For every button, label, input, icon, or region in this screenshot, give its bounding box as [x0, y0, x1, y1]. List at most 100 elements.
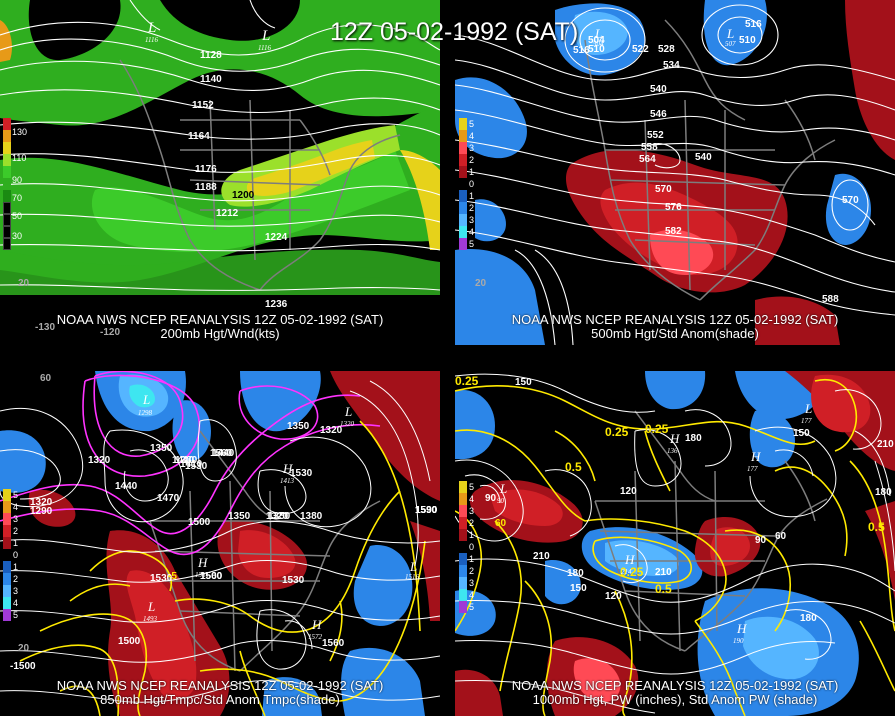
contour-label: 1128: [200, 50, 222, 61]
caption-field: 500mb Hgt/Std Anom(shade): [591, 326, 759, 341]
contour-label: 1470: [157, 493, 180, 504]
edge-label: 20: [18, 643, 30, 654]
contour-label: 510: [739, 35, 756, 46]
contour-label: 1380: [175, 455, 198, 466]
legend-value: 3: [13, 514, 19, 524]
height-contours-1000mb: [455, 373, 895, 714]
contour-label: 582: [665, 226, 682, 237]
contour-label: 1590: [415, 505, 438, 516]
contour-label: 1590: [415, 505, 438, 516]
contour-label: 1560: [210, 448, 233, 459]
legend-value: 110: [12, 153, 27, 163]
contour-label: 1350: [268, 511, 291, 522]
contour-label: 570: [655, 184, 672, 195]
high-center: H: [624, 552, 635, 567]
map-1000mb: 0.25 150 0.25 0.25 180 0.5 120 90 60 210…: [455, 371, 895, 716]
contour-label: 1236: [265, 299, 288, 310]
caption-source: NOAA NWS NCEP REANALYSIS 12Z 05-02-1992 …: [56, 678, 384, 693]
low-center: L: [344, 404, 352, 419]
pw-label: 0.5: [655, 582, 672, 596]
legend-value: 30: [12, 231, 23, 241]
high-value: 177: [747, 465, 758, 473]
legend-value: 4: [13, 598, 19, 608]
contour-label: 1350: [287, 421, 310, 432]
contour-label: 1590: [415, 505, 438, 516]
panel-200mb: 1128 1140 1152 1164 1176 1188 1200 1212 …: [0, 0, 440, 345]
contour-label: 1320: [266, 511, 289, 522]
contour-label: 1290: [30, 506, 53, 517]
legend-value: 4: [469, 494, 475, 504]
legend-1000mb: [459, 481, 467, 613]
contour-label: 210: [533, 551, 550, 562]
contour-label: 1188: [195, 182, 217, 193]
contour-label: 522: [632, 44, 649, 55]
contour-label: 210: [877, 439, 894, 450]
caption-source: NOAA NWS NCEP REANALYSIS 12Z 05-02-1992 …: [511, 312, 839, 327]
contour-label: 180: [800, 613, 817, 624]
contour-label: 1212: [216, 208, 239, 219]
legend-value: 50: [12, 211, 23, 221]
pw-label: 0.25: [605, 425, 629, 439]
high-value: 1413: [280, 477, 295, 485]
legend-value: 1: [469, 554, 475, 564]
legend-value: 4: [469, 590, 475, 600]
high-value: 190: [733, 637, 744, 645]
contour-label: 120: [620, 486, 637, 497]
legend-value: 4: [469, 131, 475, 141]
edge-label: 60: [40, 373, 52, 384]
low-center: L: [261, 28, 270, 44]
low-value: 1320: [340, 420, 355, 428]
panel-1000mb: 0.25 150 0.25 0.25 180 0.5 120 90 60 210…: [455, 371, 895, 716]
legend-value: 2: [13, 574, 19, 584]
contour-label: 1176: [195, 164, 217, 175]
contour-label: 1440: [115, 481, 138, 492]
contour-label: 552: [647, 130, 664, 141]
contour-label: 1164: [188, 131, 210, 142]
high-center: H: [282, 461, 293, 476]
legend-850mb: [3, 489, 11, 621]
legend-value: 130: [12, 127, 28, 137]
contour-label: 180: [875, 487, 892, 498]
contour-label: 90: [755, 535, 767, 546]
contour-label: 60: [495, 518, 507, 529]
legend-value: 3: [469, 215, 475, 225]
contour-label: 540: [695, 152, 712, 163]
panel-500mb: 504 510 516 522 528 534 540 546 552 558 …: [455, 0, 895, 345]
contour-label: 1320: [88, 455, 111, 466]
map-500mb: 504 510 516 522 528 534 540 546 552 558 …: [455, 0, 895, 345]
caption-field: 1000mb Hgt, PW (inches), Std Anom PW (sh…: [532, 692, 818, 707]
contour-label: 516: [745, 19, 762, 30]
legend-500mb: [459, 118, 467, 250]
high-center: H: [669, 431, 680, 446]
legend-value: 5: [13, 610, 19, 620]
edge-label: -130: [35, 322, 55, 333]
low-center: L: [409, 559, 417, 574]
high-value: 136: [667, 447, 678, 455]
height-contours-200mb: [0, 0, 440, 291]
low-center: L: [594, 26, 602, 41]
contour-label: 150: [570, 583, 587, 594]
legend-value: 5: [469, 482, 475, 492]
contour-label: 1320: [320, 425, 343, 436]
low-center: L: [147, 20, 156, 36]
contour-label: 540: [650, 84, 667, 95]
high-value: 1561: [195, 571, 209, 579]
low-value: 177: [801, 417, 812, 425]
legend-value: 5: [469, 119, 475, 129]
low-value: 1516: [405, 573, 420, 581]
edge-label: 20: [475, 278, 487, 289]
legend-value: 2: [469, 155, 475, 165]
contour-label: 1140: [200, 74, 222, 85]
contour-label: 546: [650, 109, 667, 120]
contour-label: 150: [515, 377, 532, 388]
contour-label: 1440: [212, 448, 235, 459]
low-value: 1298: [138, 409, 153, 417]
contour-label: 1200: [232, 190, 255, 201]
high-center: H: [736, 621, 747, 636]
contour-label: 1530: [290, 468, 313, 479]
legend-value: 4: [469, 227, 475, 237]
legend-value: 5: [469, 239, 475, 249]
contour-label: 1500: [188, 517, 211, 528]
high-center: H: [311, 617, 322, 632]
map-200mb: 1128 1140 1152 1164 1176 1188 1200 1212 …: [0, 0, 440, 345]
